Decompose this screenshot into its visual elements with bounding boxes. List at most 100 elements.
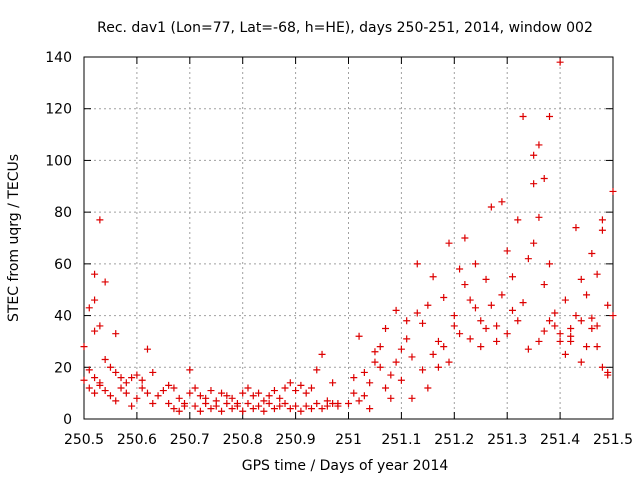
data-point (371, 358, 379, 366)
data-point (122, 389, 130, 397)
data-point (514, 317, 522, 325)
data-point (471, 260, 479, 268)
data-point (577, 275, 585, 283)
data-point (360, 392, 368, 400)
data-point (270, 387, 278, 395)
data-point (143, 389, 151, 397)
data-point (487, 203, 495, 211)
data-point (106, 392, 114, 400)
data-point (376, 343, 384, 351)
x-axis-label: GPS time / Days of year 2014 (242, 458, 449, 474)
data-point (281, 384, 289, 392)
y-tick-label: 60 (54, 257, 72, 273)
data-point (535, 337, 543, 345)
data-point (154, 392, 162, 400)
data-point (228, 405, 236, 413)
x-tick-label: 251 (335, 432, 362, 448)
data-point (191, 402, 199, 410)
data-point (514, 216, 522, 224)
data-point (461, 281, 469, 289)
data-point (434, 337, 442, 345)
data-point (143, 345, 151, 353)
data-point (112, 330, 120, 338)
data-point (128, 402, 136, 410)
data-point (112, 368, 120, 376)
data-point (530, 180, 538, 188)
data-point (466, 296, 474, 304)
data-point (244, 399, 252, 407)
data-point (556, 58, 564, 66)
data-point (91, 374, 99, 382)
data-point (387, 394, 395, 402)
data-point (503, 247, 511, 255)
data-point (593, 270, 601, 278)
x-tick-label: 251.1 (381, 432, 421, 448)
data-point (556, 337, 564, 345)
data-point (366, 379, 374, 387)
data-point (376, 363, 384, 371)
y-tick-label: 100 (45, 153, 72, 169)
x-tick-label: 250.6 (117, 432, 157, 448)
data-point (419, 319, 427, 327)
data-point (519, 112, 527, 120)
data-point (387, 371, 395, 379)
data-point (101, 356, 109, 364)
data-point (233, 402, 241, 410)
data-point (397, 376, 405, 384)
data-point (524, 255, 532, 263)
data-point (445, 358, 453, 366)
data-point (329, 399, 337, 407)
data-point (424, 384, 432, 392)
data-point (577, 317, 585, 325)
data-point (85, 384, 93, 392)
data-point (440, 293, 448, 301)
x-tick-label: 250.7 (170, 432, 210, 448)
data-point (598, 363, 606, 371)
data-point (228, 394, 236, 402)
data-point (112, 397, 120, 405)
data-point (170, 405, 178, 413)
data-point (508, 273, 516, 281)
data-point (239, 407, 247, 415)
data-points (80, 58, 617, 415)
data-point (456, 330, 464, 338)
data-point (546, 112, 554, 120)
data-point (456, 265, 464, 273)
data-point (101, 278, 109, 286)
data-point (318, 350, 326, 358)
data-point (175, 407, 183, 415)
data-point (477, 343, 485, 351)
data-point (366, 405, 374, 413)
data-point (80, 376, 88, 384)
data-point (397, 345, 405, 353)
data-point (292, 402, 300, 410)
data-point (429, 273, 437, 281)
data-point (598, 226, 606, 234)
data-point (239, 389, 247, 397)
data-point (530, 151, 538, 159)
data-point (281, 399, 289, 407)
data-point (588, 314, 596, 322)
data-point (561, 296, 569, 304)
data-point (212, 402, 220, 410)
data-point (128, 374, 136, 382)
data-point (408, 394, 416, 402)
data-point (556, 330, 564, 338)
data-point (260, 397, 268, 405)
data-point (482, 325, 490, 332)
data-point (91, 389, 99, 397)
data-point (350, 389, 358, 397)
data-point (477, 317, 485, 325)
data-point (392, 358, 400, 366)
data-point (244, 384, 252, 392)
data-point (292, 387, 300, 395)
data-point (117, 374, 125, 382)
data-point (572, 224, 580, 232)
data-point (297, 407, 305, 415)
data-point (218, 389, 226, 397)
data-point (593, 343, 601, 351)
data-point (276, 394, 284, 402)
data-point (159, 387, 167, 395)
data-point (440, 343, 448, 351)
data-point (567, 337, 575, 345)
